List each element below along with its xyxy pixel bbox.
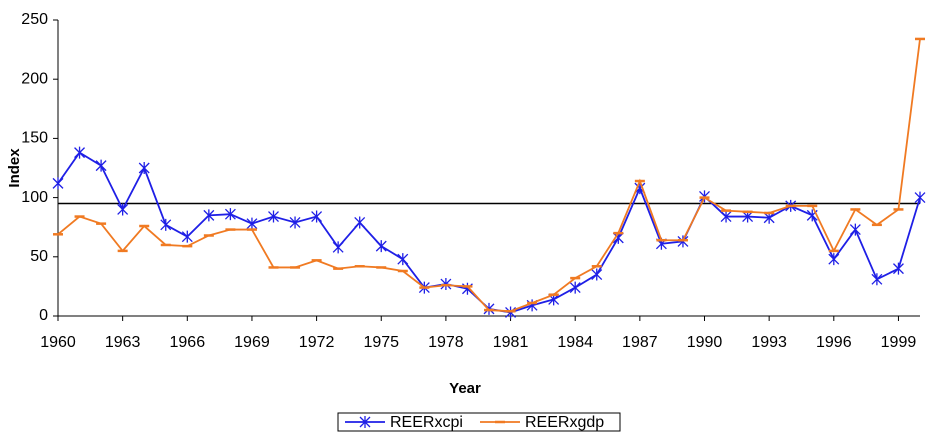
- star-marker: [246, 217, 258, 230]
- x-tick-label: 1972: [299, 334, 335, 351]
- legend-label: REERxcpi: [390, 414, 463, 431]
- x-tick-label: 1993: [751, 334, 787, 351]
- star-marker: [397, 253, 409, 266]
- star-marker: [828, 253, 840, 266]
- x-tick-label: 1981: [493, 334, 529, 351]
- x-tick-label: 1960: [40, 334, 76, 351]
- x-tick-label: 1969: [234, 334, 270, 351]
- star-marker: [332, 241, 344, 254]
- star-marker: [311, 210, 323, 223]
- x-tick-label: 1999: [881, 334, 917, 351]
- star-marker: [160, 218, 172, 231]
- y-tick-label: 0: [39, 307, 48, 324]
- star-marker: [95, 159, 107, 172]
- legend-box: [337, 412, 621, 432]
- x-tick-label: 1990: [687, 334, 723, 351]
- star-marker: [224, 208, 236, 221]
- star-marker: [720, 210, 732, 223]
- star-marker: [871, 273, 883, 286]
- star-marker: [591, 268, 603, 281]
- star-marker: [359, 416, 371, 428]
- star-marker: [203, 209, 215, 222]
- y-tick-label: 250: [21, 11, 48, 28]
- star-marker: [914, 191, 926, 204]
- y-tick-label: 100: [21, 189, 48, 206]
- series-line: [57, 38, 921, 313]
- x-tick-label: 1984: [557, 334, 593, 351]
- x-tick-label: 1987: [622, 334, 658, 351]
- y-axis-title: Index: [6, 148, 23, 188]
- star-marker: [181, 230, 193, 243]
- star-marker: [74, 146, 86, 159]
- star-marker: [849, 223, 861, 236]
- x-tick-label: 1978: [428, 334, 464, 351]
- y-tick-label: 50: [30, 248, 48, 265]
- legend-label: REERxgdp: [525, 414, 604, 431]
- star-marker: [569, 281, 581, 294]
- star-marker: [375, 240, 387, 253]
- x-axis-title: Year: [449, 380, 481, 397]
- y-tick-label: 150: [21, 130, 48, 147]
- y-tick-label: 200: [21, 70, 48, 87]
- star-marker: [289, 216, 301, 229]
- star-marker: [52, 177, 64, 190]
- star-marker: [354, 216, 366, 229]
- x-tick-label: 1963: [105, 334, 141, 351]
- x-tick-label: 1975: [363, 334, 399, 351]
- star-marker: [268, 210, 279, 223]
- x-tick-label: 1996: [816, 334, 852, 351]
- star-marker: [892, 262, 904, 275]
- star-marker: [138, 162, 150, 174]
- star-marker: [117, 203, 129, 216]
- x-tick-label: 1966: [170, 334, 206, 351]
